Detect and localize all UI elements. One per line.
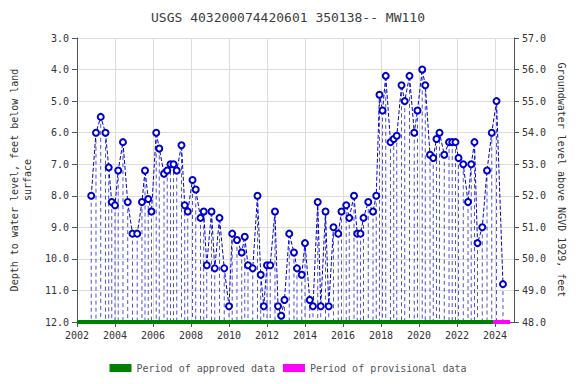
svg-text:2008: 2008: [179, 330, 203, 341]
svg-text:2020: 2020: [407, 330, 431, 341]
svg-text:6.0: 6.0: [51, 127, 69, 138]
svg-text:2002: 2002: [65, 330, 89, 341]
svg-text:51.0: 51.0: [522, 222, 546, 233]
svg-text:4.0: 4.0: [51, 64, 69, 75]
svg-text:Period of provisional data: Period of provisional data: [310, 363, 467, 374]
svg-text:50.0: 50.0: [522, 253, 546, 264]
svg-text:2014: 2014: [293, 330, 317, 341]
svg-text:53.0: 53.0: [522, 159, 546, 170]
svg-text:3.0: 3.0: [51, 33, 69, 44]
svg-text:55.0: 55.0: [522, 96, 546, 107]
svg-text:Depth to water level, feet bel: Depth to water level, feet below land: [9, 69, 20, 292]
svg-text:2004: 2004: [103, 330, 127, 341]
svg-text:49.0: 49.0: [522, 285, 546, 296]
svg-text:2024: 2024: [483, 330, 507, 341]
svg-text:USGS 403200074420601 350138--: USGS 403200074420601 350138-- MW110: [151, 10, 425, 25]
svg-text:54.0: 54.0: [522, 127, 546, 138]
svg-text:8.0: 8.0: [51, 190, 69, 201]
svg-text:56.0: 56.0: [522, 64, 546, 75]
svg-text:12.0: 12.0: [45, 317, 69, 328]
svg-text:57.0: 57.0: [522, 33, 546, 44]
svg-text:2022: 2022: [445, 330, 469, 341]
svg-text:2016: 2016: [331, 330, 355, 341]
svg-text:11.0: 11.0: [45, 285, 69, 296]
svg-text:48.0: 48.0: [522, 317, 546, 328]
svg-text:2006: 2006: [141, 330, 165, 341]
svg-text:2012: 2012: [255, 330, 279, 341]
svg-text:52.0: 52.0: [522, 190, 546, 201]
svg-text:7.0: 7.0: [51, 159, 69, 170]
svg-text:surface: surface: [22, 159, 33, 201]
svg-text:Period of approved data: Period of approved data: [136, 363, 274, 374]
svg-text:9.0: 9.0: [51, 222, 69, 233]
svg-text:5.0: 5.0: [51, 96, 69, 107]
svg-text:10.0: 10.0: [45, 253, 69, 264]
svg-text:2018: 2018: [369, 330, 393, 341]
svg-text:Groundwater level above NGVD 1: Groundwater level above NGVD 1929, feet: [556, 63, 567, 298]
svg-text:2010: 2010: [217, 330, 241, 341]
